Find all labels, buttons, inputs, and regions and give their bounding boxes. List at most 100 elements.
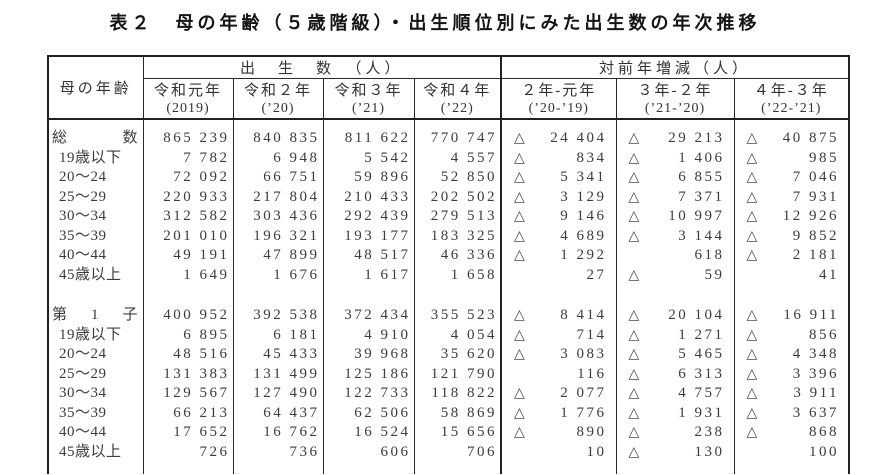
births-value: 6 948 bbox=[232, 148, 323, 168]
table-body: 総数 865 239 840 835 811 622 770 747 △ 24 404 △ 29… bbox=[48, 119, 850, 474]
births-value: 66 751 bbox=[232, 168, 323, 188]
diff-cell: △ 4 348 bbox=[733, 345, 850, 365]
triangle-decrease-icon: △ bbox=[628, 425, 640, 440]
diff-cell: △ 59 bbox=[615, 265, 735, 285]
triangle-decrease-icon: △ bbox=[746, 209, 758, 224]
table-header: 母の年齢 出 生 数 （人） 対前年増減（人） 令和元年 (2019) 令和２年… bbox=[48, 56, 850, 120]
diff-value: 3 637 bbox=[792, 404, 840, 421]
triangle-decrease-icon: △ bbox=[628, 267, 640, 283]
births-value: 303 436 bbox=[232, 207, 323, 227]
table-row: 20〜24 48 516 45 433 39 968 35 620 △ 3 083 △ 5 46… bbox=[48, 345, 850, 365]
diff-value: 2 181 bbox=[792, 247, 840, 263]
diff-cell: △ 12 926 bbox=[733, 207, 850, 227]
diff-cell: △ 714 bbox=[500, 325, 617, 345]
triangle-decrease-icon: △ bbox=[628, 228, 640, 244]
births-value: 201 010 bbox=[142, 226, 233, 246]
diff-value: 10 997 bbox=[668, 208, 725, 224]
diff-cell: △ 3 396 bbox=[733, 364, 850, 384]
table-row: 19歳以下 7 782 6 948 5 542 4 557 △ 834 △ 1 406 △ 985 bbox=[48, 148, 850, 168]
births-value: 210 433 bbox=[322, 187, 414, 207]
diff-value: 714 bbox=[576, 326, 607, 343]
triangle-decrease-icon: △ bbox=[514, 425, 525, 440]
diff-cell: △ 40 875 bbox=[733, 129, 850, 149]
row-label: 30〜34 bbox=[59, 208, 107, 224]
spacer-cell bbox=[615, 285, 735, 306]
diff-value: 4 348 bbox=[792, 346, 840, 362]
births-value: 49 191 bbox=[142, 246, 233, 266]
births-value: 16 524 bbox=[322, 423, 414, 443]
births-value: 16 762 bbox=[232, 423, 323, 443]
col-header-diff-2-1: ２年-元年 (’20-’19) bbox=[500, 78, 617, 120]
triangle-decrease-icon: △ bbox=[514, 347, 525, 362]
births-value: 196 321 bbox=[232, 226, 323, 246]
diff-value: 834 bbox=[576, 149, 607, 166]
diff-value: 238 bbox=[694, 424, 725, 440]
triangle-decrease-icon: △ bbox=[514, 386, 525, 401]
spacer-cell bbox=[142, 119, 233, 129]
diff-cell: △ 4 757 bbox=[615, 384, 735, 404]
year-header-row: 令和元年 (2019) 令和２年 (’20) 令和３年 (’21) 令和４年 (… bbox=[48, 78, 850, 120]
births-value: 372 434 bbox=[322, 306, 414, 326]
births-value: 48 516 bbox=[142, 345, 233, 365]
table-row: 25〜29 131 383 131 499 125 186 121 790 116 △ 6 3… bbox=[48, 364, 850, 384]
diff-cell: 116 bbox=[500, 364, 617, 384]
spacer-row bbox=[48, 119, 850, 129]
row-label: 45歳以上 bbox=[59, 266, 122, 283]
diff-cell: △ 1 271 bbox=[615, 325, 735, 345]
table-row: 35〜39 201 010 196 321 193 177 183 325 △ 4 689 △… bbox=[48, 226, 850, 246]
triangle-decrease-icon: △ bbox=[628, 150, 640, 166]
births-value: 125 186 bbox=[322, 364, 414, 384]
triangle-decrease-icon: △ bbox=[514, 308, 525, 323]
births-value: 1 676 bbox=[232, 265, 323, 285]
births-value: 47 899 bbox=[232, 246, 323, 266]
births-value: 4 910 bbox=[322, 325, 414, 345]
spacer-cell bbox=[413, 119, 502, 129]
diff-cell: △ 2 181 bbox=[733, 246, 850, 266]
spacer-cell bbox=[48, 119, 143, 129]
births-value: 220 933 bbox=[142, 187, 233, 207]
triangle-decrease-icon: △ bbox=[746, 405, 758, 421]
triangle-decrease-icon: △ bbox=[628, 444, 640, 460]
diff-value: 9 146 bbox=[560, 208, 607, 224]
diff-cell: 27 bbox=[500, 265, 617, 285]
births-value: 840 835 bbox=[232, 129, 323, 149]
group-header-yoy-change: 対前年増減（人） bbox=[500, 56, 850, 79]
diff-value: 985 bbox=[809, 149, 840, 166]
triangle-decrease-icon: △ bbox=[746, 347, 758, 362]
births-value: 183 325 bbox=[413, 226, 502, 246]
diff-value: 59 bbox=[704, 266, 725, 283]
triangle-decrease-icon: △ bbox=[628, 347, 640, 362]
triangle-decrease-icon: △ bbox=[746, 386, 758, 401]
diff-value: 9 852 bbox=[792, 227, 840, 244]
diff-value: 12 926 bbox=[782, 208, 840, 224]
spacer-cell bbox=[48, 285, 143, 306]
diff-cell: △ 6 855 bbox=[615, 168, 735, 188]
diff-cell: △ 3 129 bbox=[500, 187, 617, 207]
diff-value: 7 931 bbox=[792, 188, 840, 205]
births-value: 606 bbox=[322, 442, 414, 462]
births-value: 118 822 bbox=[413, 384, 502, 404]
spacer-cell bbox=[500, 285, 617, 306]
row-label: 40〜44 bbox=[59, 424, 107, 440]
diff-cell: △ 238 bbox=[615, 423, 735, 443]
diff-value: 618 bbox=[694, 247, 725, 263]
triangle-decrease-icon: △ bbox=[514, 228, 525, 244]
diff-value: 24 404 bbox=[550, 130, 607, 146]
diff-value: 4 689 bbox=[560, 227, 607, 244]
triangle-decrease-icon: △ bbox=[514, 189, 525, 205]
diff-value: 7 371 bbox=[678, 188, 725, 205]
diff-cell: 41 bbox=[733, 265, 850, 285]
diff-value: 1 406 bbox=[678, 149, 725, 166]
row-label: 総数 bbox=[48, 129, 143, 149]
diff-value: 2 077 bbox=[560, 385, 607, 401]
spacer-cell bbox=[322, 119, 414, 129]
diff-value: 868 bbox=[809, 424, 840, 440]
row-label: 40〜44 bbox=[59, 247, 107, 263]
births-value: 292 439 bbox=[322, 207, 414, 227]
table-row: 35〜39 66 213 64 437 62 506 58 869 △ 1 776 △ 1 93… bbox=[48, 403, 850, 423]
triangle-decrease-icon: △ bbox=[628, 209, 640, 224]
births-value: 131 499 bbox=[232, 364, 323, 384]
births-value: 52 850 bbox=[413, 168, 502, 188]
diff-value: 3 129 bbox=[560, 188, 607, 205]
